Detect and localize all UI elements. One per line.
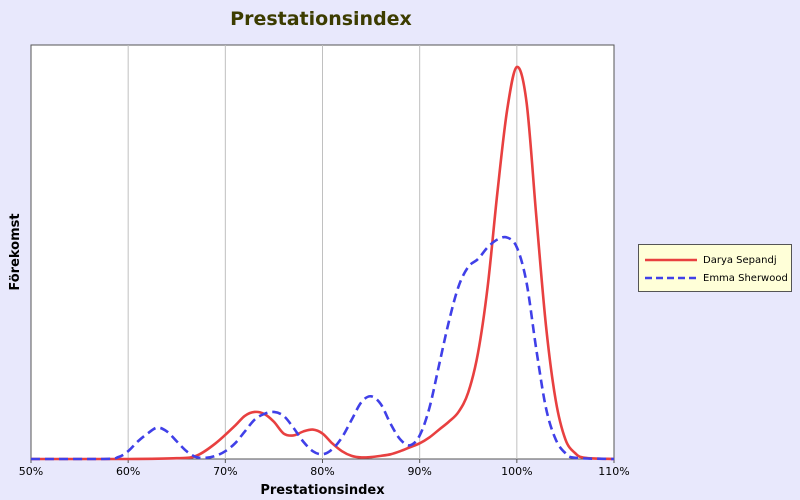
legend-label-emma: Emma Sherwood <box>703 272 788 284</box>
series-line-darya <box>31 65 615 461</box>
legend-item-emma: Emma Sherwood <box>645 271 788 285</box>
x-axis-title: Prestationsindex <box>260 483 385 498</box>
legend-swatch-emma <box>645 276 697 280</box>
x-tick-label: 100% <box>501 465 532 478</box>
x-tick-label: 70% <box>213 465 237 478</box>
chart-title: Prestationsindex <box>230 8 412 30</box>
grid-lines <box>127 45 518 459</box>
legend: Darya Sepandj Emma Sherwood <box>638 244 792 292</box>
series-layer <box>31 65 615 461</box>
x-tick-label: 80% <box>310 465 334 478</box>
x-tick-label: 110% <box>598 465 629 478</box>
legend-label-darya: Darya Sepandj <box>703 254 777 266</box>
x-tick-label: 50% <box>19 465 43 478</box>
series-line-emma <box>31 235 615 461</box>
legend-item-darya: Darya Sepandj <box>645 253 777 267</box>
x-tick-label: 60% <box>116 465 140 478</box>
x-axis-ticks: 50% 60% 70% 80% 90% 100% 110% <box>19 459 630 478</box>
legend-swatch-darya <box>645 258 697 262</box>
y-axis-title: Förekomst <box>8 213 23 290</box>
x-tick-label: 90% <box>407 465 431 478</box>
